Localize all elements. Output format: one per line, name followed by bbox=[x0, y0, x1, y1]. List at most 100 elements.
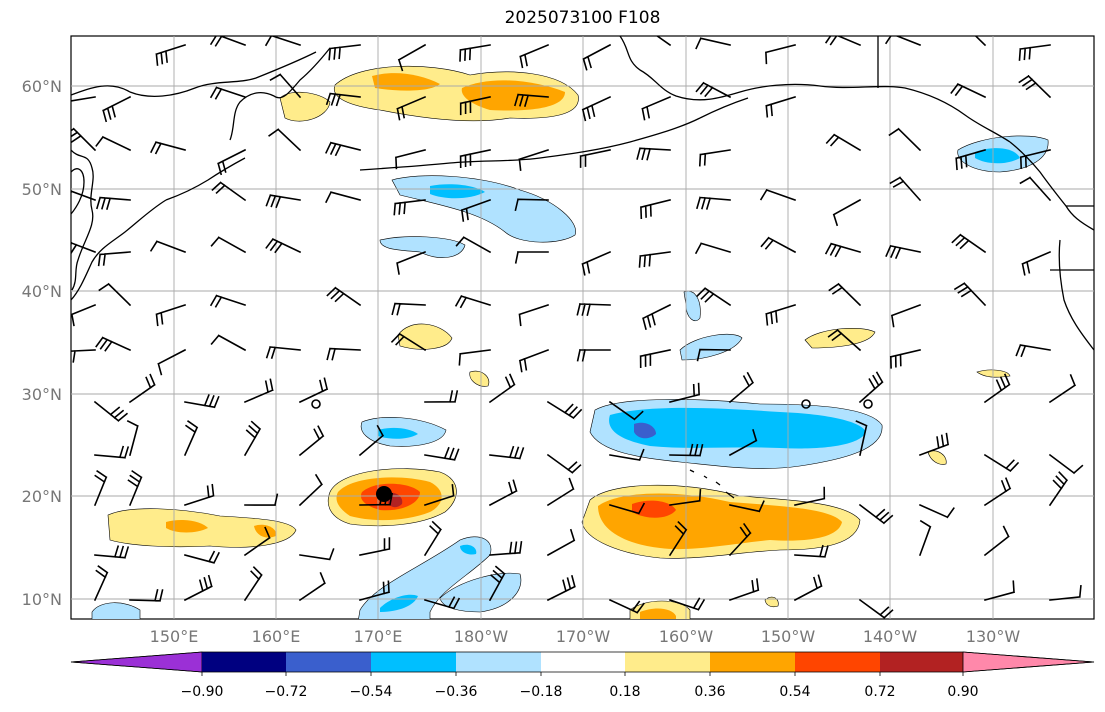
colorbar-tick-label: 0.54 bbox=[779, 684, 810, 700]
wind-barb bbox=[358, 424, 385, 457]
coastline-siberia bbox=[71, 51, 317, 97]
lon-tick-label: 160°E bbox=[252, 627, 301, 646]
wind-barb bbox=[1021, 250, 1052, 276]
wind-barb bbox=[518, 348, 550, 373]
lon-tick-label: 150°W bbox=[761, 627, 816, 646]
colorbar-tick-label: 0.90 bbox=[947, 684, 978, 700]
colorbar-segment bbox=[371, 652, 456, 672]
wind-barb bbox=[983, 477, 1012, 507]
wind-barb bbox=[71, 241, 97, 255]
coastline-alaska-peninsula bbox=[699, 97, 749, 119]
wind-barb bbox=[424, 390, 459, 403]
anomaly-patch-positive-core bbox=[166, 520, 208, 533]
wind-barb bbox=[157, 348, 187, 376]
wind-barb bbox=[489, 540, 523, 556]
wind-barb bbox=[608, 400, 644, 421]
wind-barb bbox=[918, 432, 950, 457]
wind-barb bbox=[669, 489, 702, 506]
wind-barb bbox=[424, 446, 460, 461]
anomaly-patch-positive bbox=[976, 369, 1011, 378]
wind-barb bbox=[765, 96, 796, 118]
wind-barb bbox=[94, 445, 130, 459]
anomaly-patch-negative bbox=[683, 290, 701, 322]
wind-barb bbox=[488, 479, 518, 507]
colorbar-tick-label: 0.18 bbox=[609, 684, 640, 700]
wind-barb bbox=[636, 36, 672, 47]
lat-tick-label: 10°N bbox=[22, 590, 62, 609]
wind-barb bbox=[183, 483, 215, 507]
wind-barb bbox=[890, 303, 922, 328]
colorbar-tick-label: −0.72 bbox=[265, 684, 308, 700]
wind-barb bbox=[95, 336, 132, 352]
wind-barb bbox=[397, 43, 427, 72]
wind-barb bbox=[209, 294, 247, 308]
coastline-kuril bbox=[165, 157, 246, 201]
coastline-japan bbox=[71, 199, 167, 301]
anomaly-patch-positive bbox=[927, 450, 947, 465]
calm-circles bbox=[311, 399, 873, 409]
colorbar-tick-label: −0.36 bbox=[435, 684, 478, 700]
wind-barb bbox=[243, 378, 274, 404]
wind-barb bbox=[974, 36, 987, 47]
wind-barb bbox=[94, 545, 130, 559]
wind-barb bbox=[243, 566, 263, 602]
colorbar-tick-label: −0.90 bbox=[181, 684, 224, 700]
lat-tick-label: 20°N bbox=[22, 487, 62, 506]
lon-tick-label: 160°W bbox=[659, 627, 714, 646]
anomaly-patch-positive bbox=[397, 323, 453, 350]
wind-barb bbox=[694, 242, 731, 255]
colorbar-segment bbox=[710, 652, 795, 672]
wind-barb bbox=[514, 198, 549, 212]
wind-barb bbox=[764, 44, 796, 65]
wind-barb bbox=[728, 429, 758, 457]
colorbar-tick-label: 0.72 bbox=[864, 684, 895, 700]
wind-barb bbox=[728, 522, 752, 557]
lat-tick-label: 50°N bbox=[22, 180, 62, 199]
colorbar-segment bbox=[541, 652, 625, 672]
wind-barb bbox=[129, 589, 164, 602]
wind-barb bbox=[518, 148, 550, 171]
anomaly-patch-negative-deep bbox=[634, 422, 656, 439]
wind-barb bbox=[268, 128, 302, 152]
wind-barb bbox=[828, 282, 862, 307]
wind-barb bbox=[955, 149, 986, 171]
lon-tick-label: 180°W bbox=[454, 627, 509, 646]
wind-barb bbox=[298, 571, 326, 602]
wind-barb bbox=[210, 236, 247, 254]
wind-barb bbox=[858, 503, 894, 525]
anomaly-patch-positive-core bbox=[254, 524, 277, 538]
coastline-uswest bbox=[1058, 239, 1094, 351]
wind-barb bbox=[243, 420, 262, 457]
wind-barb bbox=[695, 81, 732, 99]
anomaly-patch-negative bbox=[439, 572, 522, 613]
wind-barb bbox=[642, 303, 672, 330]
colorbar-segment bbox=[625, 652, 710, 672]
wind-barb bbox=[211, 181, 247, 202]
wind-barbs bbox=[71, 36, 1084, 619]
wind-barb bbox=[1018, 44, 1051, 61]
wind-barb bbox=[184, 394, 220, 409]
wind-barb bbox=[581, 95, 612, 122]
anomaly-patch-negative bbox=[91, 602, 141, 619]
wind-barb bbox=[93, 565, 109, 602]
wind-barb bbox=[71, 349, 96, 363]
colorbar: −0.90 −0.72 −0.54 −0.36 −0.18 0.18 0.36 0.54 0.7… bbox=[70, 651, 1095, 700]
wind-barb bbox=[98, 282, 132, 307]
wind-barb bbox=[794, 544, 829, 558]
wind-barb bbox=[128, 373, 156, 404]
wind-barb bbox=[489, 445, 525, 460]
wind-barb bbox=[641, 95, 672, 121]
colorbar-segment bbox=[880, 652, 963, 672]
wind-barb bbox=[696, 348, 731, 362]
wind-barb bbox=[953, 282, 987, 307]
wind-barb bbox=[698, 149, 731, 167]
wind-barb bbox=[155, 303, 187, 327]
lon-tick-label: 170°W bbox=[556, 627, 611, 646]
coastline-kamchatka bbox=[229, 47, 331, 141]
wind-barb bbox=[265, 345, 301, 360]
wind-barb bbox=[298, 425, 325, 457]
lat-tick-label: 60°N bbox=[22, 77, 62, 96]
wind-barb bbox=[576, 303, 611, 316]
coastline-asia bbox=[71, 149, 94, 291]
wind-barb bbox=[183, 420, 199, 457]
